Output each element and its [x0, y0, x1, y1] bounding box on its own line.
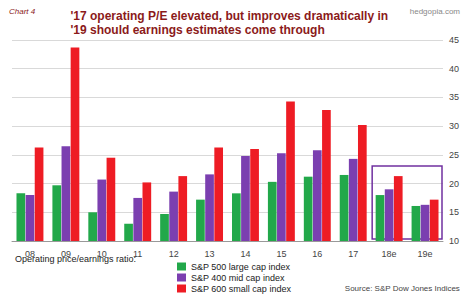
svg-text:11: 11 [133, 248, 143, 259]
svg-text:20: 20 [449, 179, 459, 189]
svg-text:15: 15 [449, 207, 459, 217]
svg-text:14: 14 [240, 249, 250, 259]
svg-text:40: 40 [449, 64, 459, 74]
svg-text:25: 25 [449, 150, 459, 160]
svg-text:Source: S&P Dow Jones Indices: Source: S&P Dow Jones Indices [345, 284, 460, 293]
svg-text:16: 16 [312, 249, 322, 259]
svg-text:S&P 600 small cap index: S&P 600 small cap index [191, 284, 291, 294]
svg-text:30: 30 [449, 121, 459, 131]
svg-text:S&P 400 mid cap index: S&P 400 mid cap index [191, 273, 285, 283]
svg-text:'19 should earnings estimates: '19 should earnings estimates come throu… [71, 23, 325, 37]
svg-text:19e: 19e [418, 249, 433, 259]
svg-text:12: 12 [169, 249, 179, 259]
svg-text:15: 15 [276, 249, 286, 259]
svg-text:35: 35 [449, 92, 459, 102]
svg-text:'17 operating P/E elevated, bu: '17 operating P/E elevated, but improves… [71, 9, 392, 23]
svg-text:S&P 500 large cap index: S&P 500 large cap index [191, 262, 290, 272]
svg-text:45: 45 [449, 35, 459, 45]
svg-text:Chart 4: Chart 4 [9, 7, 36, 16]
svg-text:13: 13 [205, 249, 215, 259]
svg-text:17: 17 [348, 249, 358, 259]
svg-text:Operating price/earnings ratio: Operating price/earnings ratio: [15, 254, 136, 264]
svg-text:10: 10 [449, 236, 459, 246]
svg-text:18e: 18e [382, 249, 397, 259]
svg-text:hedgopia.com: hedgopia.com [410, 7, 461, 16]
